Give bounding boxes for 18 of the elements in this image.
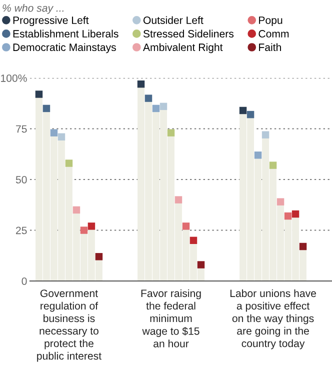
legend-label: Establishment Liberals bbox=[13, 30, 118, 38]
y-tick-label: 50 bbox=[16, 176, 27, 184]
legend-label: Comm bbox=[258, 30, 289, 38]
legend-label: Progressive Left bbox=[13, 16, 89, 26]
legend-label: Faith bbox=[259, 43, 281, 52]
legend-label: Stressed Sideliners bbox=[143, 30, 234, 38]
legend-label: Ambivalent Right bbox=[143, 43, 223, 54]
chart-subtitle: % who say ... bbox=[2, 4, 64, 14]
x-tick-label: Labor unions have a positive effect on the way things are going in the country today bbox=[230, 289, 316, 350]
legend-label: Popu bbox=[259, 16, 282, 26]
legend-label: Democratic Mainstays bbox=[13, 43, 116, 54]
y-tick-label: 75 bbox=[16, 125, 27, 133]
x-tick-label: Government regulation of business is necessary to protect the public interest bbox=[37, 290, 102, 362]
legend-label: Outsider Left bbox=[143, 16, 204, 24]
y-tick-label: 25 bbox=[16, 226, 27, 234]
y-tick-label: 100% bbox=[1, 74, 27, 82]
x-tick-label: Favor raising the federal minimum wage to $15 an hour bbox=[141, 289, 201, 348]
y-tick-label: 0 bbox=[22, 277, 27, 285]
